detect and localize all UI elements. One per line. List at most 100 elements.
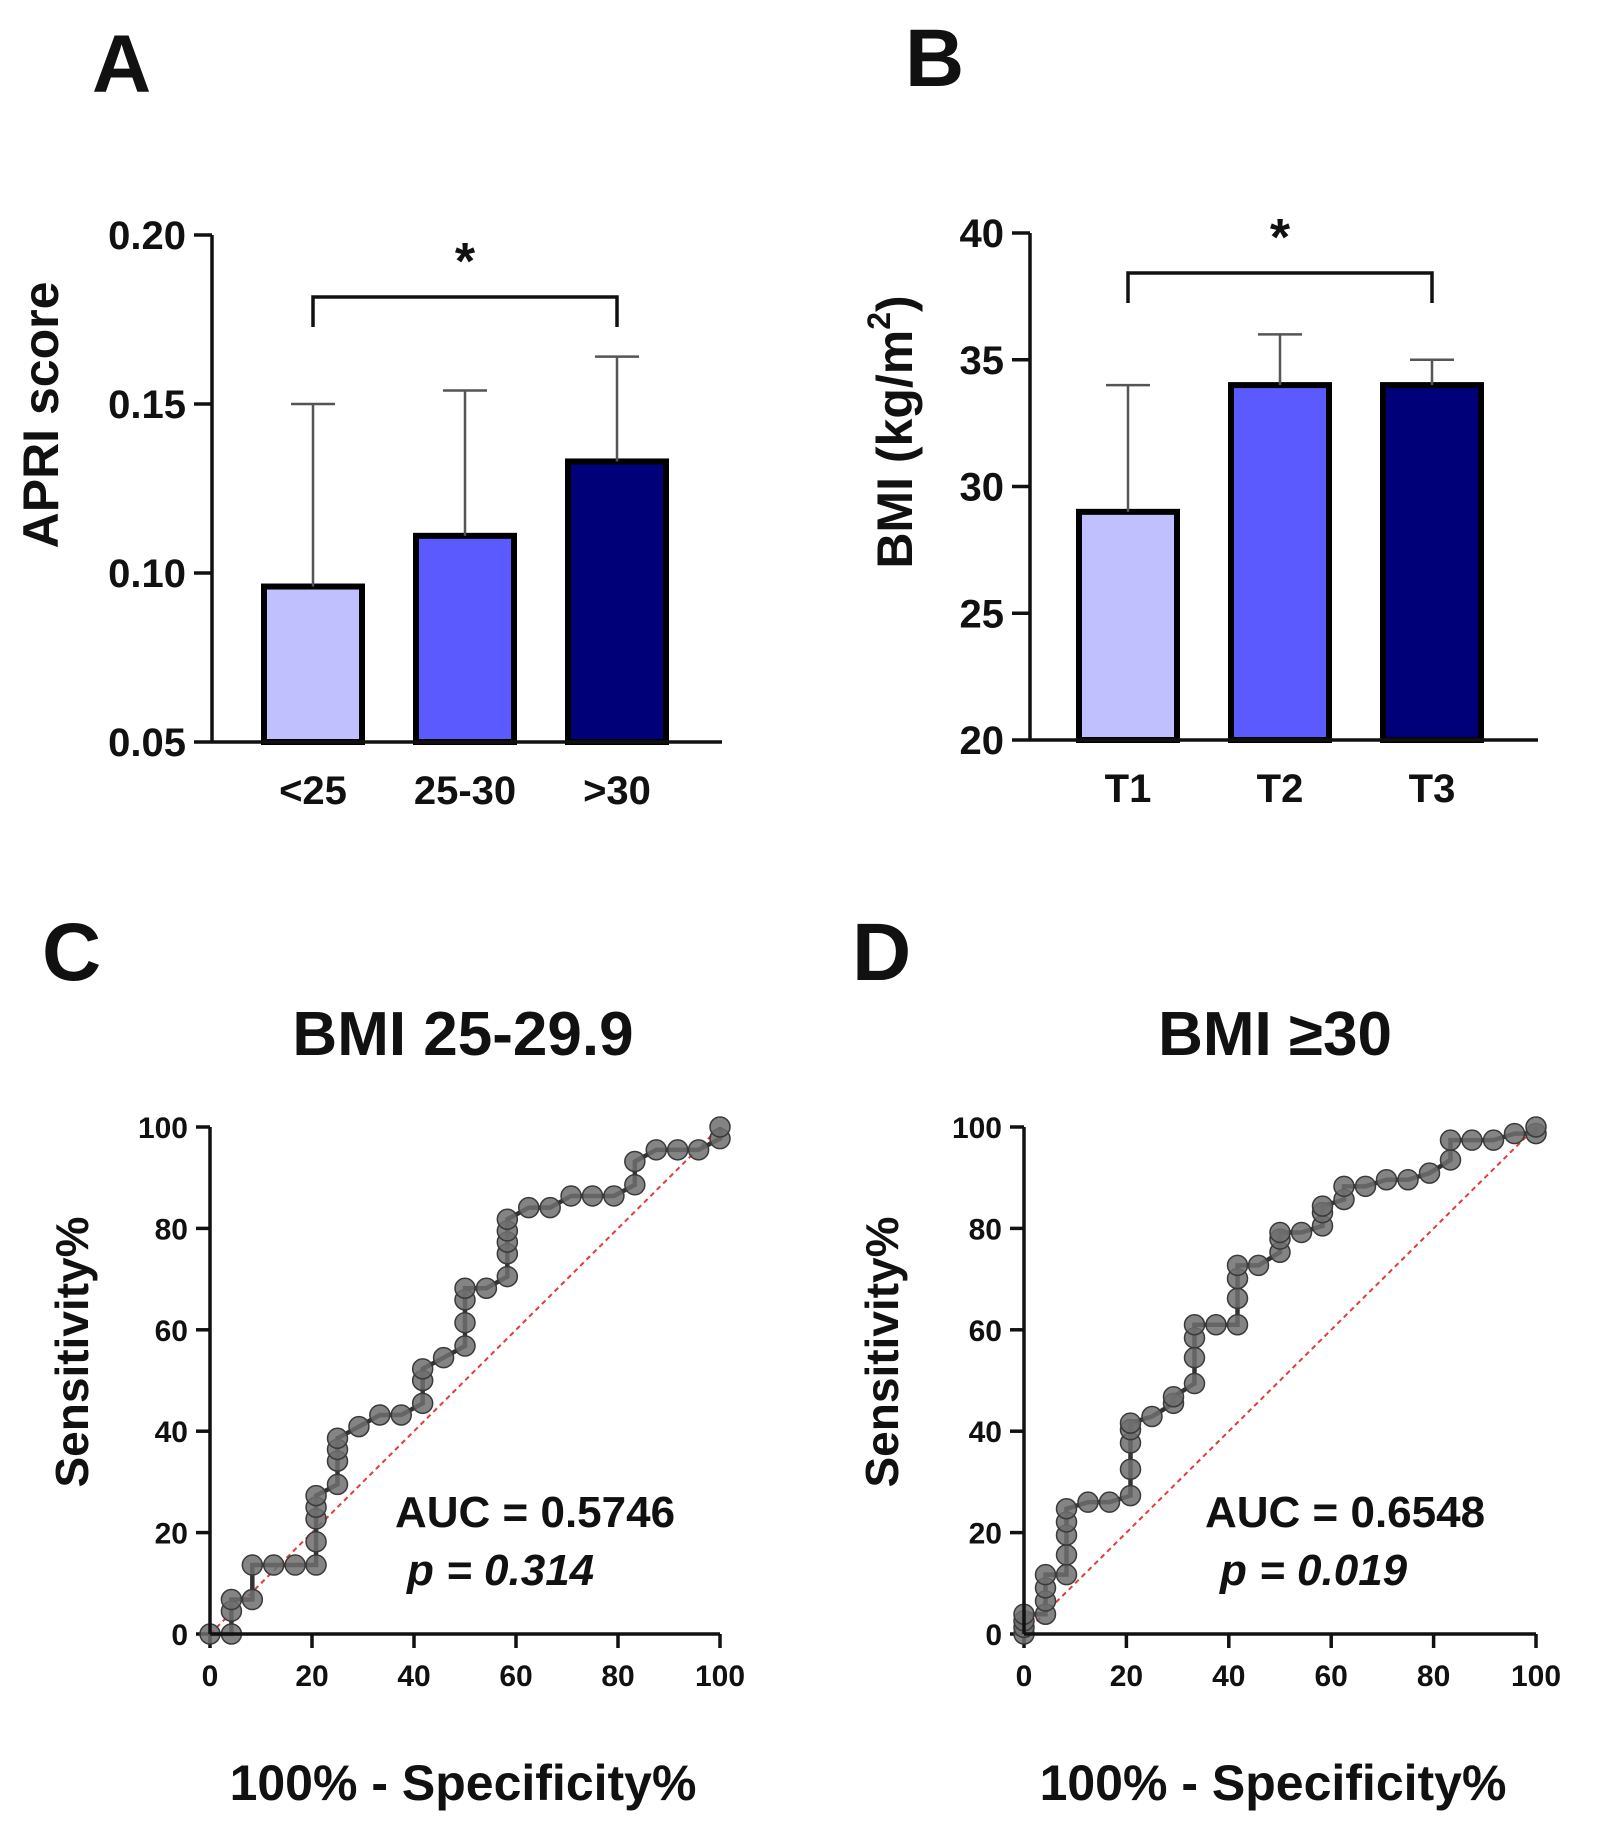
panel-a: A APRI score 0.05 0.10 0.15 0.20 <25 25-30 >3…	[13, 19, 722, 813]
panel-b-xtick-label: T2	[1257, 767, 1304, 811]
panel-d-roc-point	[1119, 1412, 1142, 1434]
panel-c-roc-point	[348, 1415, 370, 1438]
panel-b-xtick-label: T1	[1105, 767, 1152, 811]
panel-b-xtick-label: T3	[1409, 767, 1456, 811]
panel-c-xlabel: 100% - Specificity%	[230, 1755, 697, 1811]
panel-d-roc-point	[1503, 1122, 1526, 1145]
panel-b-xticks: T1 T2 T3	[1105, 767, 1456, 811]
panel-letter-b: B	[905, 13, 964, 104]
panel-d-roc-point	[1183, 1313, 1206, 1336]
panel-a-ytick-label: 0.05	[108, 721, 186, 765]
panel-c-roc-point	[220, 1588, 243, 1611]
panel-d-roc-point	[1226, 1254, 1249, 1277]
panel-a-xtick-label: 25-30	[414, 769, 516, 813]
panel-c-roc-point	[709, 1116, 731, 1138]
panel-c-roc-point	[432, 1346, 455, 1369]
panel-c-ytick-label: 20	[155, 1518, 188, 1551]
panel-d-roc-point	[1119, 1458, 1142, 1480]
panel-b-significance-label: *	[1270, 209, 1291, 267]
panel-a-bar	[413, 532, 517, 745]
panel-a-ytick-label: 0.20	[108, 214, 186, 258]
panel-b-ytick-label: 20	[960, 719, 1005, 763]
panel-c-roc-point	[581, 1185, 604, 1207]
panel-d-auc: AUC = 0.6548	[1205, 1488, 1485, 1537]
panel-d-ytick-label: 20	[969, 1518, 1002, 1551]
panel-c-roc-points	[199, 1116, 731, 1645]
panel-c-roc-point	[624, 1150, 646, 1173]
panel-d-ytick-label: 40	[969, 1416, 1002, 1449]
panel-d-roc-point	[1077, 1491, 1099, 1513]
panel-d-roc-point	[1055, 1498, 1078, 1520]
panel-d-roc-point	[1141, 1405, 1163, 1428]
panel-d-roc-point	[1055, 1544, 1078, 1566]
panel-d-roc-point	[1119, 1484, 1142, 1507]
panel-b-yticks: 20 25 30 35 40	[960, 212, 1030, 763]
panel-c-xtick-label: 20	[295, 1660, 328, 1693]
panel-c-roc-point	[454, 1335, 476, 1357]
panel-c-roc-point	[411, 1392, 434, 1415]
panel-d-roc-point	[1333, 1175, 1355, 1198]
panel-letter-d: D	[852, 907, 911, 998]
panel-a-xticks: <25 25-30 >30	[279, 769, 651, 813]
panel-d-xtick-label: 0	[1016, 1660, 1033, 1693]
panel-d-xticks: 0 20 40 60 80 100	[1016, 1634, 1561, 1693]
panel-c-ytick-label: 100	[138, 1112, 188, 1145]
panel-c-xtick-label: 100	[695, 1660, 745, 1693]
panel-b-bar	[1228, 382, 1332, 743]
panel-b-significance: *	[1126, 209, 1434, 303]
panel-c-roc-point	[241, 1554, 264, 1576]
panel-c-roc-point	[326, 1427, 349, 1450]
panel-letter-a: A	[92, 19, 151, 110]
panel-b: B BMI (kg/m2) 20 25 30 35 40 T1 T2 T3 *	[861, 13, 1538, 811]
panel-d-roc-point	[1439, 1129, 1462, 1151]
panel-a-xtick-label: <25	[279, 769, 347, 813]
panel-d-roc-point	[1205, 1313, 1227, 1336]
panel-d-p-value: p = 0.019	[1219, 1546, 1408, 1595]
panel-c-xtick-label: 60	[499, 1660, 532, 1693]
panel-d-xtick-label: 20	[1110, 1660, 1143, 1693]
panel-b-ytick-label: 30	[960, 466, 1005, 510]
panel-d-ytick-label: 0	[985, 1619, 1002, 1652]
panel-c-roc-point	[241, 1588, 264, 1611]
panel-a-xtick-label: >30	[583, 769, 651, 813]
panel-a-significance-bracket	[311, 295, 619, 327]
panel-c-roc-point	[645, 1139, 667, 1161]
panel-d-yticks: 0 20 40 60 80 100	[952, 1112, 1024, 1652]
panel-c: C BMI 25-29.9 Sensitivity% 100% - Specif…	[42, 907, 745, 1811]
panel-a-chart: APRI score 0.050.100.150.20 <25 25-30 >30 …	[13, 214, 722, 813]
panel-a-ytick-label: 0.10	[108, 552, 186, 596]
panel-c-roc-point	[624, 1174, 646, 1196]
panel-a-ylabel: APRI score	[13, 282, 69, 549]
panel-c-roc-point	[390, 1404, 412, 1426]
panel-b-ylabel-sup: 2	[861, 312, 897, 330]
panel-c-roc-point	[305, 1530, 327, 1553]
panel-c-roc-point	[560, 1185, 582, 1207]
panel-c-ytick-label: 40	[155, 1416, 188, 1449]
panel-c-xtick-label: 0	[202, 1660, 219, 1693]
panel-c-roc-point	[666, 1139, 689, 1161]
panel-b-bar	[1076, 508, 1180, 743]
panel-c-xtick-label: 80	[601, 1660, 634, 1693]
panel-d-roc-point	[1397, 1168, 1419, 1191]
panel-d-xtick-label: 80	[1417, 1660, 1450, 1693]
panel-d: D BMI ≥30 Sensitivity% 100% - Specificit…	[852, 907, 1561, 1811]
panel-c-reference-line	[209, 1126, 721, 1635]
panel-a-bar	[565, 458, 669, 745]
panel-c-xticks: 0 20 40 60 80 100	[202, 1634, 745, 1693]
panel-d-roc-points	[1013, 1116, 1547, 1645]
panel-b-significance-bracket	[1126, 271, 1434, 303]
panel-c-yticks: 0 20 40 60 80 100	[138, 1112, 210, 1652]
panel-d-ytick-label: 80	[969, 1213, 1002, 1246]
panel-d-roc-point	[1034, 1563, 1057, 1586]
panel-c-title: BMI 25-29.9	[292, 1000, 633, 1069]
panel-d-roc-point	[1098, 1491, 1121, 1513]
panel-letter-c: C	[42, 907, 101, 998]
panel-c-ylabel: Sensitivity%	[46, 1217, 98, 1488]
panel-d-title: BMI ≥30	[1158, 1000, 1392, 1069]
panel-c-ytick-label: 80	[155, 1213, 188, 1246]
panel-c-roc-point	[539, 1196, 561, 1219]
panel-b-ytick-label: 40	[960, 212, 1005, 256]
panel-c-roc-point	[369, 1404, 391, 1426]
panel-b-error-bars	[1106, 333, 1454, 512]
